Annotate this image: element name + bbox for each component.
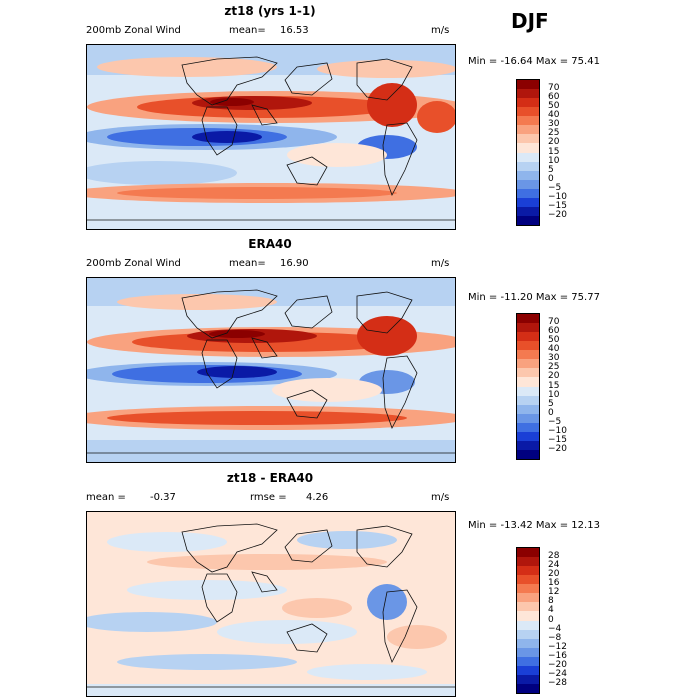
colorbar-tick-label: 10: [548, 155, 560, 166]
colorbar-tick-label: 4: [548, 605, 554, 616]
panel2-units: m/s: [431, 258, 450, 269]
panel1-variable-label: 200mb Zonal Wind: [86, 25, 181, 36]
colorbar-tick-label: 0: [548, 173, 554, 184]
panel2-variable-label: 200mb Zonal Wind: [86, 258, 181, 269]
colorbar-tick-label: 5: [548, 164, 554, 175]
colorbar-tick-label: −5: [548, 416, 562, 427]
panel2-mean-label: mean=: [229, 258, 266, 269]
panel3-rmse-value: 4.26: [306, 492, 329, 503]
colorbar-tick-label: −5: [548, 182, 562, 193]
colorbar-tick-label: −12: [548, 641, 567, 652]
colorbar-tick-label: 70: [548, 83, 560, 94]
panel1-units: m/s: [431, 25, 450, 36]
colorbar-tick-label: 50: [548, 335, 560, 346]
colorbar-tick-label: 25: [548, 128, 560, 139]
colorbar-tick-label: 28: [548, 551, 560, 562]
colorbar-tick-label: −20: [548, 443, 567, 454]
colorbar-tick-label: 60: [548, 92, 560, 103]
panel1-title: zt18 (yrs 1-1): [224, 4, 316, 18]
colorbar-tick-label: −24: [548, 668, 567, 679]
panel2-mean-value: 16.90: [280, 258, 309, 269]
colorbar-tick-label: 40: [548, 344, 560, 355]
panel1-map: [86, 44, 456, 230]
panel1-colorbar: [516, 79, 540, 226]
panel2-minmax: Min = -11.20 Max = 75.77: [468, 292, 600, 303]
colorbar-tick-label: 50: [548, 101, 560, 112]
colorbar-tick-label: −8: [548, 632, 562, 643]
colorbar-tick-label: −28: [548, 677, 567, 688]
panel1-mean-value: 16.53: [280, 25, 309, 36]
panel2-colorbar-labels: 70 60 50 40 30 25 20 15 10 5 0 −5 −10 −1…: [548, 313, 588, 458]
zonal-wind-field-2: [87, 278, 455, 462]
colorbar-tick-label: −16: [548, 650, 567, 661]
panel1-colorbar-labels: 70 60 50 40 30 25 20 15 10 5 0 −5 −10 −1…: [548, 79, 588, 224]
panel3-map: [86, 511, 456, 697]
colorbar-tick-label: 20: [548, 371, 560, 382]
colorbar-tick-label: 0: [548, 614, 554, 625]
colorbar-tick-label: −20: [548, 659, 567, 670]
colorbar-tick-label: 20: [548, 137, 560, 148]
panel1-mean-label: mean=: [229, 25, 266, 36]
colorbar-tick-label: 30: [548, 353, 560, 364]
panel1-minmax: Min = -16.64 Max = 75.41: [468, 56, 600, 67]
colorbar-tick-label: −10: [548, 191, 567, 202]
season-label: DJF: [511, 9, 549, 33]
colorbar-tick-label: 25: [548, 362, 560, 373]
panel3-colorbar: [516, 547, 540, 694]
coastline-outline-2: [87, 289, 455, 454]
colorbar-tick-label: 70: [548, 317, 560, 328]
panel3-mean-label: mean =: [86, 492, 126, 503]
colorbar-tick-label: 24: [548, 560, 560, 571]
panel3-colorbar-labels: 28 24 20 16 12 8 4 0 −4 −8 −12 −16 −20 −…: [548, 547, 588, 692]
colorbar-tick-label: 20: [548, 569, 560, 580]
panel2-map: [86, 277, 456, 463]
colorbar-tick-label: 0: [548, 407, 554, 418]
colorbar-tick-label: 15: [548, 146, 560, 157]
colorbar-tick-label: −20: [548, 209, 567, 220]
zonal-wind-field-1: [87, 45, 455, 229]
colorbar-tick-label: 12: [548, 587, 560, 598]
colorbar-tick-label: 16: [548, 578, 560, 589]
colorbar-tick-label: 40: [548, 110, 560, 121]
coastline-outline-3: [87, 523, 455, 688]
colorbar-tick-label: −15: [548, 434, 567, 445]
panel2-colorbar: [516, 313, 540, 460]
panel3-units: m/s: [431, 492, 450, 503]
colorbar-tick-label: 30: [548, 119, 560, 130]
colorbar-tick-label: −15: [548, 200, 567, 211]
colorbar-tick-label: −10: [548, 425, 567, 436]
panel3-mean-value: -0.37: [150, 492, 176, 503]
colorbar-tick-label: 8: [548, 596, 554, 607]
panel2-title: ERA40: [248, 237, 292, 251]
panel3-rmse-label: rmse =: [250, 492, 287, 503]
colorbar-tick-label: 15: [548, 380, 560, 391]
panel3-title: zt18 - ERA40: [226, 471, 314, 485]
colorbar-tick-label: 5: [548, 398, 554, 409]
coastline-outline-1: [87, 56, 455, 221]
colorbar-tick-label: 60: [548, 326, 560, 337]
colorbar-tick-label: 10: [548, 389, 560, 400]
colorbar-tick-label: −4: [548, 623, 562, 634]
panel3-minmax: Min = -13.42 Max = 12.13: [468, 520, 600, 531]
